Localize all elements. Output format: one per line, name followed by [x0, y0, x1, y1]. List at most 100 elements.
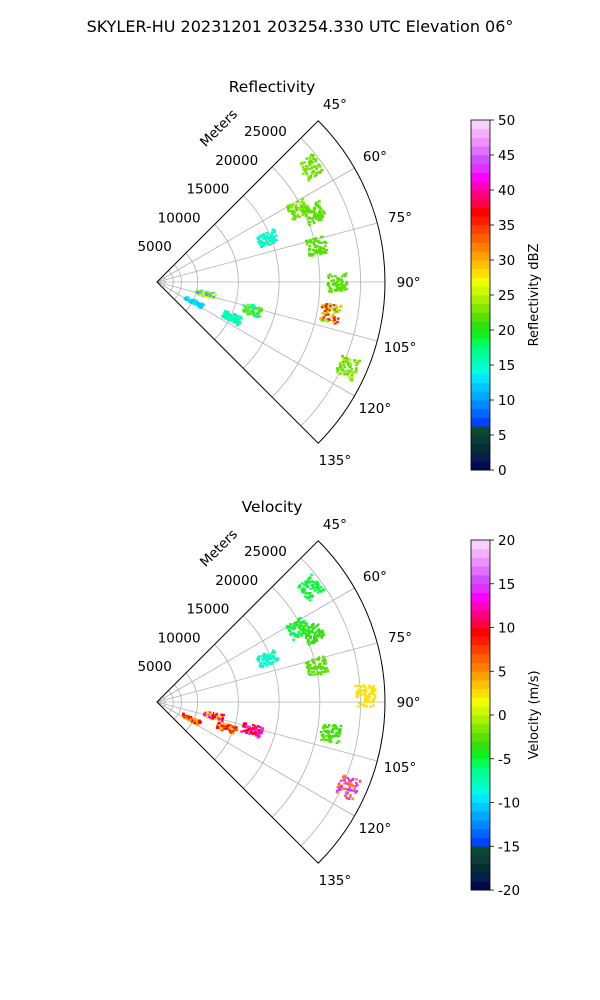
colorbar-bin — [471, 295, 490, 305]
colorbar-bin — [471, 382, 490, 392]
radial-tick-label: 20000 — [215, 153, 258, 169]
velocity-panel: Velocity 45° 60° 75° 90° 105° 120° 135° 5000 1000… — [137, 498, 542, 899]
echo-region — [305, 235, 329, 257]
colorbar-bin — [471, 557, 490, 567]
colorbar-bin — [471, 461, 490, 471]
echo-region — [354, 684, 377, 708]
colorbar-bin — [471, 636, 490, 646]
colorbar-bin — [471, 855, 490, 865]
colorbar-bin — [471, 697, 490, 707]
colorbar-tick-label: -10 — [498, 796, 520, 812]
echo-region — [286, 616, 312, 641]
colorbar-bin — [471, 653, 490, 663]
colorbar-bin — [471, 627, 490, 637]
colorbar-tick-label: 50 — [498, 113, 515, 129]
radial-axis-label: Meters — [197, 106, 241, 150]
echo-region — [326, 272, 349, 293]
colorbar-bin — [471, 155, 490, 165]
colorbar-bin — [471, 741, 490, 751]
angle-tick-label: 135° — [319, 453, 352, 469]
colorbar-bin — [471, 207, 490, 217]
colorbar-bin — [471, 583, 490, 593]
colorbar-bin — [471, 137, 490, 147]
colorbar-label: Reflectivity dBZ — [527, 244, 542, 347]
colorbar-bin — [471, 321, 490, 331]
radial-tick-label: 15000 — [186, 182, 229, 198]
colorbar-tick-label: 35 — [498, 218, 515, 234]
reflectivity-panel: Reflectivity 45° 60° 75° 90° 105° 120° 135° 5000… — [137, 78, 542, 479]
angle-tick-label: 90° — [397, 275, 421, 291]
colorbar-tick-label: 45 — [498, 148, 515, 164]
panel-title: Reflectivity — [229, 78, 316, 96]
radial-tick-label: 5000 — [137, 239, 171, 255]
colorbar-bin — [471, 251, 490, 261]
colorbar-bin — [471, 846, 490, 856]
colorbar-bin — [471, 540, 490, 550]
colorbar-tick-label: 10 — [498, 621, 515, 637]
radial-tick-label: 25000 — [244, 124, 287, 140]
colorbar-tick-label: -5 — [498, 752, 511, 768]
angle-tick-label: 60° — [363, 569, 387, 585]
colorbar-bin — [471, 260, 490, 270]
colorbar-bin — [471, 575, 490, 585]
colorbar-bin — [471, 802, 490, 812]
colorbar-bin — [471, 426, 490, 436]
azimuth-spoke — [156, 281, 378, 342]
colorbar-bin — [471, 750, 490, 760]
colorbar-bin — [471, 242, 490, 252]
colorbar-tick-label: 5 — [498, 428, 507, 444]
echo-region — [335, 354, 362, 382]
colorbar-bin — [471, 347, 490, 357]
colorbar-bin — [471, 417, 490, 427]
colorbar-bin — [471, 566, 490, 576]
colorbar-bin — [471, 680, 490, 690]
colorbar-bin — [471, 776, 490, 786]
radial-tick-label: 10000 — [158, 210, 201, 226]
colorbar-bin — [471, 120, 490, 130]
radial-tick-label: 10000 — [158, 630, 201, 646]
colorbar-bin — [471, 548, 490, 558]
echo-region — [181, 712, 202, 727]
echo-region — [297, 573, 326, 602]
echo-region — [319, 303, 343, 325]
colorbar-bin — [471, 645, 490, 655]
echo-region — [319, 723, 343, 744]
colorbar-bin — [471, 391, 490, 401]
colorbar-bin — [471, 233, 490, 243]
colorbar-bin — [471, 216, 490, 226]
echo-region — [221, 309, 243, 327]
angle-tick-label: 105° — [384, 340, 417, 356]
colorbar-bin — [471, 785, 490, 795]
echo-region — [241, 303, 263, 318]
colorbar-bin — [471, 872, 490, 882]
sector-outline — [156, 120, 386, 444]
azimuth-spoke — [156, 587, 355, 703]
colorbar-bin — [471, 767, 490, 777]
colorbar-bin — [471, 592, 490, 602]
azimuth-spoke — [156, 701, 378, 762]
colorbar-bin — [471, 601, 490, 611]
angle-tick-label: 60° — [363, 149, 387, 165]
colorbar-bin — [471, 820, 490, 830]
colorbar-bin — [471, 863, 490, 873]
panel-title: Velocity — [242, 498, 303, 516]
colorbar-bin — [471, 128, 490, 138]
sector-outline — [156, 540, 386, 864]
colorbar-bin — [471, 443, 490, 453]
angle-tick-label: 45° — [323, 97, 347, 113]
colorbar-tick-label: 10 — [498, 393, 515, 409]
radial-tick-label: 5000 — [137, 659, 171, 675]
colorbar-tick-label: 20 — [498, 323, 515, 339]
colorbar-tick-label: 25 — [498, 288, 515, 304]
radial-tick-label: 20000 — [215, 573, 258, 589]
angle-tick-label: 45° — [323, 517, 347, 533]
colorbar-bin — [471, 338, 490, 348]
colorbar-bin — [471, 163, 490, 173]
colorbar-bin — [471, 268, 490, 278]
colorbar-tick-label: 20 — [498, 533, 515, 549]
colorbar-bin — [471, 837, 490, 847]
figure-title: SKYLER-HU 20231201 203254.330 UTC Elevat… — [87, 17, 514, 36]
echo-region — [216, 721, 238, 735]
colorbar-bin — [471, 408, 490, 418]
colorbar-bin — [471, 828, 490, 838]
